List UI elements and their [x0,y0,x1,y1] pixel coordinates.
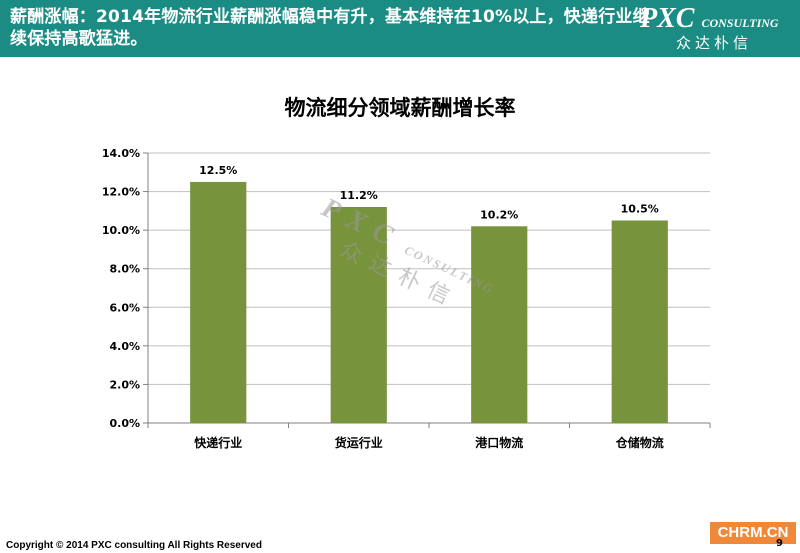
logo-chinese-text: 众达朴信 [676,34,753,52]
y-tick-label: 10.0% [102,224,140,237]
data-label: 10.5% [621,203,659,216]
y-tick-label: 0.0% [109,417,140,430]
x-tick-label: 货运行业 [335,435,383,450]
bar [471,226,528,423]
logo-main-text: PXC [640,3,695,34]
bar [190,181,247,423]
data-label: 12.5% [199,164,237,177]
bar [611,220,668,423]
y-tick-label: 14.0% [102,147,140,160]
y-tick-label: 6.0% [109,301,140,314]
y-tick-label: 2.0% [109,378,140,391]
page-number: 9 [776,538,783,549]
bar [330,207,387,423]
header-text: 薪酬涨幅：2014年物流行业薪酬涨幅稳中有升，基本维持在10%以上，快递行业继续… [10,7,650,49]
data-label: 11.2% [340,189,378,202]
y-tick-label: 8.0% [109,263,140,276]
header-banner: 薪酬涨幅：2014年物流行业薪酬涨幅稳中有升，基本维持在10%以上，快递行业继续… [0,0,800,57]
x-tick-label: 仓储物流 [615,435,664,450]
y-tick-label: 12.0% [102,186,140,199]
x-tick-label: 快递行业 [194,435,242,450]
x-tick-label: 港口物流 [475,435,523,450]
y-tick-label: 4.0% [109,340,140,353]
pxc-logo: PXC CONSULTING [640,4,800,38]
chart-title: 物流细分领域薪酬增长率 [284,96,516,120]
data-label: 10.2% [480,208,518,221]
chrm-brand-badge: CHRM.CN [710,522,796,544]
logo-sub-text: CONSULTING [701,16,779,30]
copyright-text: Copyright © 2014 PXC consulting All Righ… [6,540,262,551]
